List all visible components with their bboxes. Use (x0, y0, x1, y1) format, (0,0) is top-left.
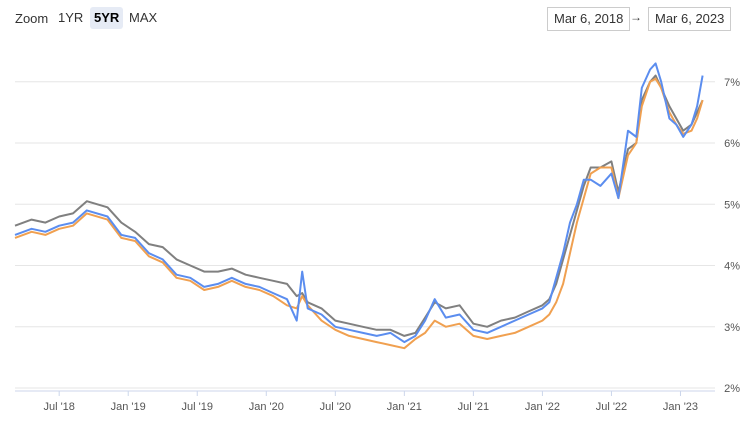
zoom-5yr-button[interactable]: 5YR (90, 7, 124, 29)
x-tick-label: Jan '20 (249, 401, 284, 413)
x-tick-label: Jul '20 (320, 401, 351, 413)
y-tick-label: 6% (724, 138, 740, 150)
grid-lines (15, 81, 715, 392)
series-line-blue (14, 62, 704, 344)
date-from-input[interactable]: Mar 6, 2018 (547, 7, 631, 31)
y-tick-label: 5% (724, 199, 740, 211)
x-tick-label: Jan '22 (525, 401, 560, 413)
range-toolbar: Zoom 1YR 5YR MAX Mar 6, 2018 → Mar 6, 20… (0, 0, 753, 40)
x-axis-ticks: Jul '18 Jan '19 Jul '19 Jan '20 Jul '20 Jan '… (43, 391, 698, 413)
y-tick-label: 2% (724, 383, 740, 395)
x-tick-label: Jul '18 (43, 401, 74, 413)
x-tick-label: Jul '19 (182, 401, 213, 413)
date-range-arrow: → (630, 10, 642, 24)
x-tick-label: Jul '21 (458, 401, 489, 413)
x-tick-label: Jan '21 (387, 401, 422, 413)
x-tick-label: Jul '22 (596, 401, 627, 413)
y-axis-ticks: 2% 3% 4% 5% 6% 7% (724, 77, 740, 395)
date-to-input[interactable]: Mar 6, 2023 (648, 7, 732, 31)
x-tick-label: Jan '23 (663, 401, 698, 413)
zoom-1yr-button[interactable]: 1YR (58, 10, 84, 25)
zoom-max-button[interactable]: MAX (129, 10, 158, 25)
y-tick-label: 3% (724, 322, 740, 334)
x-tick-label: Jan '19 (111, 401, 146, 413)
series-line-gray (14, 74, 704, 337)
y-tick-label: 7% (724, 77, 740, 89)
zoom-label: Zoom (15, 11, 49, 26)
series-lines (14, 62, 704, 350)
series-line-orange (14, 77, 704, 350)
y-tick-label: 4% (724, 261, 740, 273)
